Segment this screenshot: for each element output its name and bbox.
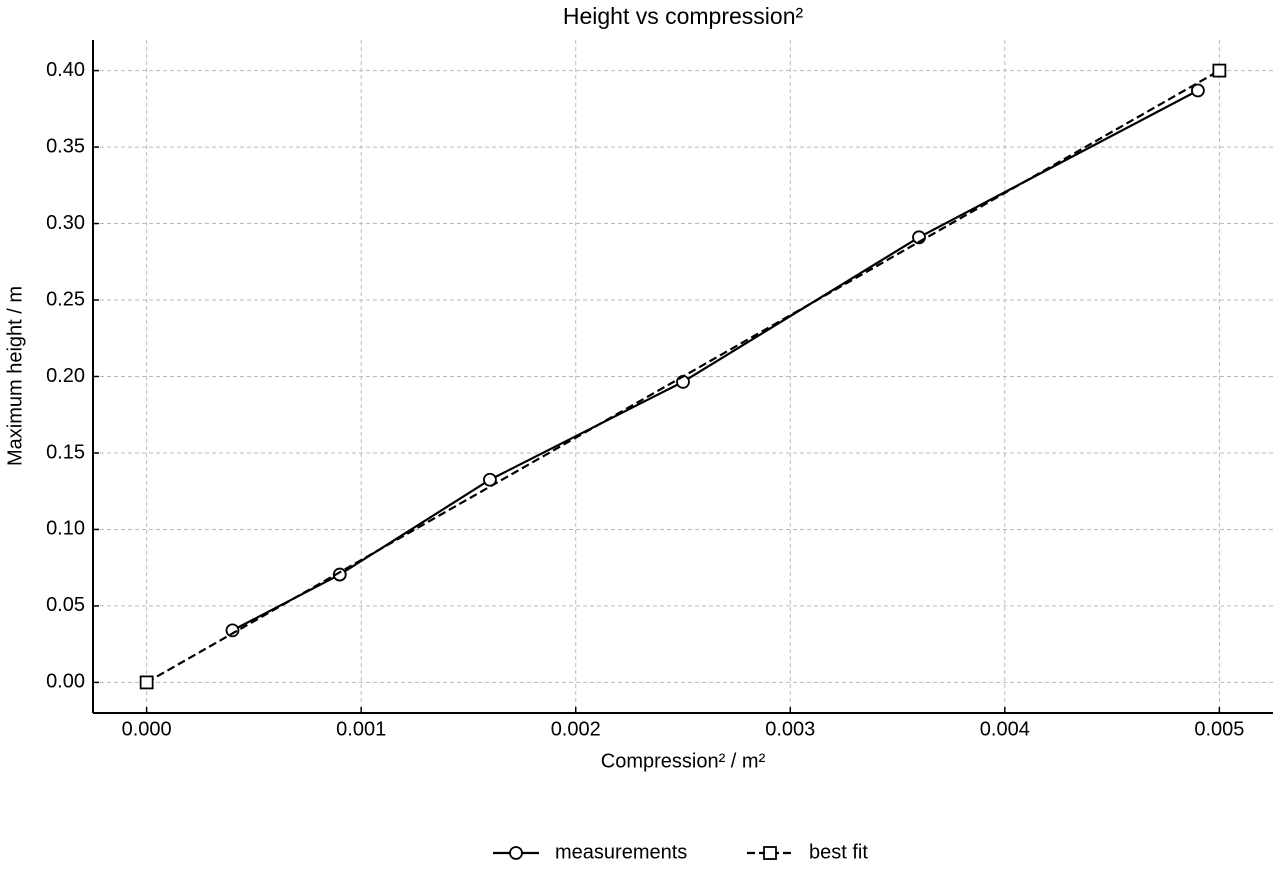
x-tick-label: 0.004 [980,718,1030,740]
y-axis-label: Maximum height / m [4,286,26,466]
y-tick-label: 0.25 [46,288,85,310]
legend-label: best fit [809,841,868,863]
y-tick-label: 0.15 [46,441,85,463]
y-tick-label: 0.35 [46,135,85,157]
x-tick-label: 0.003 [765,718,815,740]
y-tick-label: 0.30 [46,212,85,234]
marker [139,675,154,690]
y-tick-label: 0.05 [46,594,85,616]
marker [332,567,347,582]
marker [483,472,497,487]
marker [1191,83,1205,98]
legend-label: measurements [555,841,687,863]
series-line [146,69,1220,684]
x-axis-label: Compression² / m² [601,750,766,772]
marker [1212,63,1227,78]
y-tick-label: 0.40 [46,59,85,81]
x-tick-label: 0.002 [551,718,601,740]
marker [225,623,240,638]
x-tick-label: 0.005 [1194,718,1244,740]
y-tick-label: 0.20 [46,365,85,387]
chart-title: Height vs compression² [563,3,804,29]
x-tick-label: 0.000 [122,718,172,740]
y-tick-label: 0.10 [46,518,85,540]
y-tick-label: 0.00 [46,671,85,693]
legend-marker [763,846,777,860]
legend-marker [509,846,523,860]
series-line [231,89,1199,632]
x-tick-label: 0.001 [336,718,386,740]
